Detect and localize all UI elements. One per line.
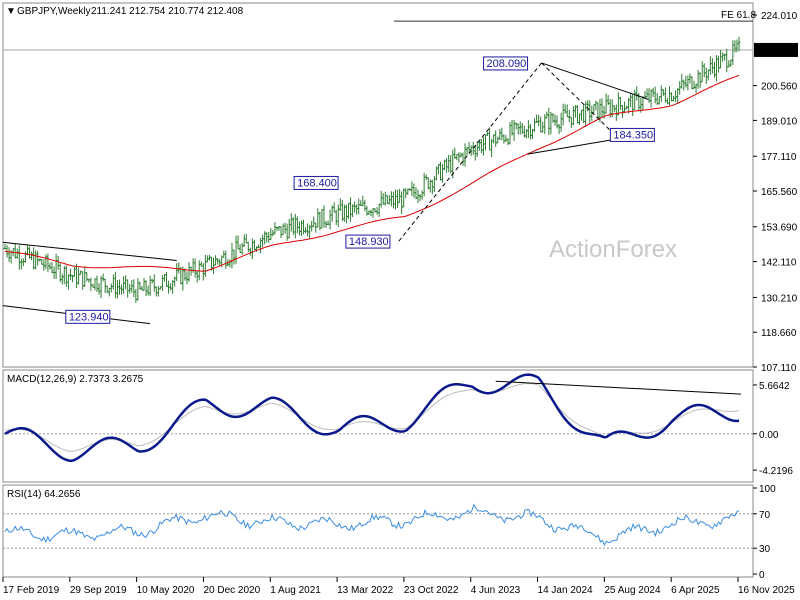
x-axis: 17 Feb 2019 29 Sep 2019 10 May 2020 20 Dec … (2, 577, 795, 596)
price-annotations: 208.090 168.400 148.930 123.940 184.350 (65, 56, 655, 324)
rsi-axis: 100 70 30 0 (753, 484, 776, 581)
trend-line (2, 241, 177, 261)
moving-average-line (4, 74, 740, 272)
price-annotation-box (345, 234, 391, 249)
price-tick-label: 142.110 (761, 258, 797, 269)
price-tick-label: 200.560 (761, 82, 798, 93)
rsi-tick-label: 0 (759, 570, 765, 581)
x-tick-label: 20 Dec 2020 (203, 585, 260, 596)
macd-pane-frame (2, 369, 754, 483)
price-bar (737, 36, 741, 51)
x-tick-label: 16 Nov 2025 (738, 585, 795, 596)
price-bars (3, 36, 741, 304)
price-annotation-box (293, 175, 339, 190)
price-tick-label: 224.010 (761, 11, 798, 22)
price-pane-frame (2, 2, 754, 368)
price-annotation: 123.940 (65, 309, 111, 324)
price-axis: 224.010 212.408 200.560 189.010 177.110 165.5… (753, 11, 798, 374)
price-tick-label: 118.660 (761, 328, 797, 339)
price-annotation: 208.090 (483, 56, 529, 71)
rsi-tick-label: 70 (759, 510, 771, 521)
price-tick-label: 165.560 (761, 187, 798, 198)
symbol-dropdown-icon[interactable]: ▼ (6, 6, 16, 17)
price-annotation-box (609, 127, 655, 142)
price-pane-title: GBPJPY,Weekly (17, 6, 91, 17)
trend-line (541, 62, 649, 100)
price-annotation-label: 168.400 (297, 177, 337, 189)
price-annotation-label: 148.930 (349, 236, 389, 248)
price-tick-label: 130.210 (761, 293, 798, 304)
macd-lines (4, 373, 742, 463)
x-tick-label: 14 Jan 2024 (538, 585, 593, 596)
x-tick-label: 13 Mar 2022 (337, 585, 394, 596)
rsi-pane-title: RSI(14) 64.2656 (7, 489, 81, 500)
rsi-tick-label: 100 (759, 484, 776, 495)
price-annotation-label: 208.090 (487, 58, 527, 70)
price-annotation: 168.400 (293, 175, 339, 190)
rsi-line (4, 503, 740, 547)
rsi-pane-frame (2, 484, 754, 578)
x-tick-label: 29 Sep 2019 (70, 585, 127, 596)
macd-line (4, 373, 740, 463)
price-tick-label: 177.110 (761, 152, 797, 163)
macd-tick-label: 0.00 (759, 430, 779, 441)
price-annotation: 148.930 (345, 234, 391, 249)
rsi-grid (3, 513, 753, 549)
macd-tick-label: 5.6642 (759, 381, 790, 392)
x-tick-label: 25 Aug 2024 (604, 585, 661, 596)
x-tick-label: 10 May 2020 (137, 585, 195, 596)
dashed-trend-line (398, 62, 542, 242)
current-price-tag-bg (754, 42, 798, 57)
price-annotation-label: 184.350 (613, 129, 653, 141)
macd-trend-line (495, 380, 742, 395)
current-price-tag: 212.408 (754, 42, 798, 57)
x-tick-label: 23 Oct 2022 (404, 585, 459, 596)
price-annotation-box (483, 56, 529, 71)
rsi-tick-label: 30 (759, 544, 771, 555)
x-tick-label: 4 Jun 2023 (471, 585, 521, 596)
rsi-lines (4, 503, 740, 547)
price-tick-label: 189.010 (761, 116, 798, 127)
current-price-value: 212.408 (758, 46, 795, 57)
x-tick-label: 6 Apr 2025 (671, 585, 720, 596)
macd-pane-title: MACD(12,26,9) 2.7373 3.2675 (7, 374, 144, 385)
macd-tick-label: -4.2196 (759, 466, 793, 477)
watermark: ActionForex (549, 236, 677, 263)
fe-level-label: FE 61.8 (721, 10, 756, 21)
price-ohlc-values: 211.241 212.754 210.774 212.408 (91, 6, 244, 17)
price-annotation-box (65, 309, 111, 324)
price-annotation-label: 123.940 (69, 311, 109, 323)
macd-axis: 5.6642 0.00 -4.2196 (753, 381, 793, 477)
sma-line (4, 74, 740, 272)
x-tick-label: 17 Feb 2019 (3, 585, 60, 596)
price-annotation: 184.350 (609, 127, 655, 142)
price-tick-label: 153.690 (761, 223, 798, 234)
x-tick-label: 1 Aug 2021 (270, 585, 321, 596)
dashed-trend-line (541, 62, 615, 135)
price-tick-label: 107.110 (761, 363, 797, 374)
